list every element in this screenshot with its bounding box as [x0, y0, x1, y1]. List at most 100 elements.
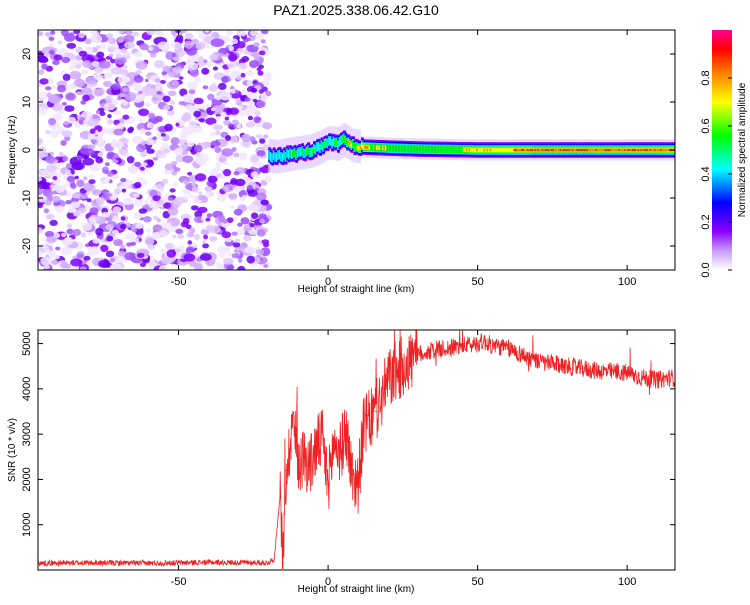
ridge-segment [555, 148, 559, 152]
noise-speckle [161, 142, 170, 149]
ridge-segment [646, 149, 650, 151]
noise-speckle [194, 77, 202, 83]
noise-speckle [250, 154, 260, 163]
noise-speckle [203, 234, 209, 240]
x-tick-label: 100 [618, 276, 636, 288]
ridge-segment [299, 147, 303, 157]
noise-speckle [233, 208, 243, 216]
noise-speckle [239, 63, 247, 69]
ridge-segment [639, 148, 642, 152]
noise-speckle [172, 234, 177, 239]
noise-speckle [84, 38, 92, 45]
noise-speckle [73, 211, 80, 217]
noise-speckle [38, 152, 46, 159]
ridge-segment [612, 148, 615, 152]
noise-speckle [188, 94, 194, 99]
ridge-segment [492, 147, 496, 153]
noise-speckle [259, 138, 266, 144]
colorbar-tick-label: 0.2 [700, 214, 712, 229]
noise-speckle [232, 241, 241, 248]
y-tick-label: 2000 [21, 467, 33, 491]
ridge-segment [269, 152, 273, 162]
noise-speckle [199, 253, 212, 261]
noise-speckle [53, 254, 60, 260]
ridge-segment [290, 149, 294, 159]
ridge-segment [473, 147, 476, 153]
y-tick-label: -20 [21, 238, 33, 254]
snr-point [363, 424, 365, 426]
ridge-segment [666, 148, 669, 152]
noise-speckle [119, 68, 129, 76]
ridge-segment [651, 148, 654, 152]
ridge-segment [395, 144, 399, 152]
noise-speckle [145, 30, 156, 36]
noise-speckle [198, 33, 206, 40]
noise-speckle [263, 134, 269, 139]
noise-speckle [163, 74, 169, 80]
ridge-segment [284, 153, 288, 161]
noise-speckle [108, 53, 114, 58]
ridge-segment [367, 145, 370, 149]
snr-point [483, 340, 485, 342]
noise-speckle [255, 134, 263, 139]
noise-speckle [146, 195, 153, 200]
noise-speckle [175, 122, 180, 127]
noise-speckle [223, 120, 231, 126]
noise-speckle [257, 70, 264, 76]
noise-speckle [162, 95, 171, 103]
noise-speckle [44, 200, 52, 206]
ridge-segment [331, 139, 334, 149]
noise-speckle [247, 37, 251, 41]
noise-speckle [259, 218, 265, 224]
noise-speckle [109, 195, 117, 201]
y-tick-label: 3000 [21, 422, 33, 446]
ridge-segment [561, 148, 565, 152]
ridge-segment [664, 148, 668, 152]
noise-speckle [88, 162, 101, 172]
ridge-segment [383, 146, 387, 150]
noise-speckle [159, 248, 165, 253]
ridge-segment [343, 134, 346, 142]
ridge-segment [591, 148, 595, 152]
noise-speckle [229, 205, 235, 210]
noise-speckle [263, 72, 272, 78]
noise-speckle [204, 30, 210, 33]
noise-speckle [98, 259, 111, 269]
noise-speckle [175, 30, 181, 34]
snr-series-line [38, 330, 675, 569]
noise-speckle [79, 266, 87, 270]
ridge-segment [377, 145, 381, 151]
noise-speckle [165, 242, 175, 250]
ridge-segment [286, 148, 289, 158]
noise-speckle [107, 114, 112, 119]
ridge-segment [494, 147, 497, 153]
snr-point [339, 451, 341, 453]
y-tick-label: 10 [21, 96, 33, 108]
ridge-segment [543, 148, 547, 152]
noise-speckle [99, 111, 106, 116]
ridge-segment [480, 147, 484, 153]
noise-speckle [120, 223, 127, 230]
noise-speckle [167, 90, 177, 97]
ridge-segment [335, 138, 339, 146]
noise-speckle [90, 139, 98, 144]
noise-speckle [247, 189, 258, 197]
noise-speckle [249, 60, 259, 69]
noise-speckle [45, 249, 52, 254]
noise-speckle [198, 56, 204, 62]
noise-speckle [68, 64, 76, 71]
noise-speckle [237, 222, 243, 227]
noise-speckle [126, 156, 135, 164]
ridge-segment [471, 147, 475, 153]
spectrogram-y-ticks: -20 -10 0 10 20 [21, 48, 675, 254]
noise-speckle [225, 135, 231, 141]
noise-speckle [82, 157, 95, 166]
noise-speckle [256, 150, 266, 157]
noise-speckle [139, 262, 147, 268]
noise-speckle [210, 38, 225, 47]
noise-speckle [223, 257, 234, 265]
noise-speckle [195, 41, 206, 50]
noise-speckle [83, 182, 94, 192]
ridge-segment [667, 148, 671, 152]
noise-speckle [188, 120, 197, 127]
